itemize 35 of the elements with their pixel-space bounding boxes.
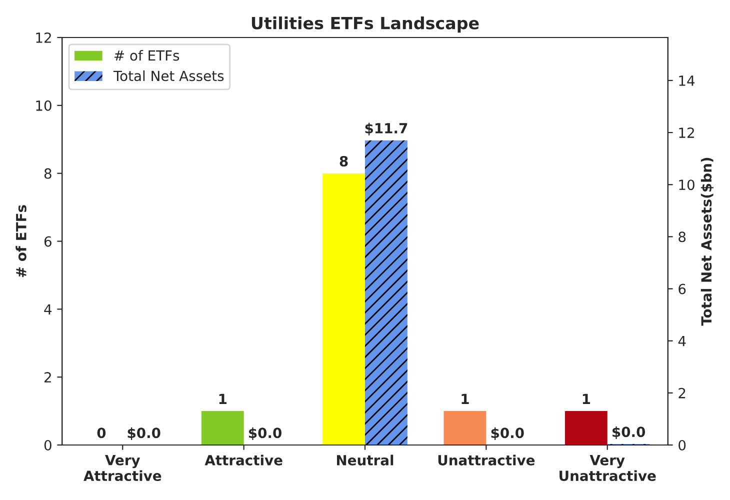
data-label: $0.0 — [128, 427, 160, 440]
y-tick-label: 4 — [44, 304, 52, 314]
y2-tick-label: 12 — [679, 128, 694, 138]
y-axis-title: # of ETFs — [16, 205, 26, 278]
x-tick-label: Very Attractive — [84, 455, 162, 482]
data-label: $0.0 — [248, 427, 282, 440]
data-label: $11.7 — [365, 122, 408, 136]
data-label: $0.0 — [491, 427, 524, 440]
y-tick-label: 0 — [44, 440, 52, 450]
y2-tick-label: 10 — [679, 180, 694, 190]
x-tick-label: Attractive — [204, 454, 282, 466]
y2-tick-label: 0 — [678, 440, 686, 450]
y2-tick-label: 4 — [678, 336, 686, 346]
data-label: 0 — [97, 428, 106, 438]
legend-label: # of ETFs — [114, 50, 180, 61]
legend-label: Total Net Assets — [113, 70, 224, 82]
data-label: 1 — [462, 394, 469, 404]
y-tick-label: 8 — [44, 168, 52, 179]
y2-axis-title: Total Net Assets($bn) — [700, 158, 714, 326]
y-tick-label: 2 — [44, 372, 51, 382]
data-label: 1 — [219, 394, 226, 404]
data-label: 1 — [582, 394, 590, 404]
y2-tick-label: 6 — [678, 284, 686, 294]
y-tick-label: 6 — [44, 236, 52, 247]
chart-title: Utilities ETFs Landscape — [252, 16, 479, 33]
y-tick-label: 12 — [36, 32, 51, 43]
data-label: 8 — [340, 156, 348, 166]
data-label: $0.0 — [612, 426, 646, 439]
y-tick-label: 10 — [36, 100, 52, 111]
y2-tick-label: 2 — [678, 388, 686, 398]
x-tick-label: Very Unattractive — [560, 455, 656, 482]
y2-tick-label: 14 — [679, 76, 695, 86]
x-tick-label: Unattractive — [438, 454, 535, 466]
x-tick-label: Neutral — [337, 454, 394, 466]
y2-tick-label: 8 — [678, 232, 686, 242]
